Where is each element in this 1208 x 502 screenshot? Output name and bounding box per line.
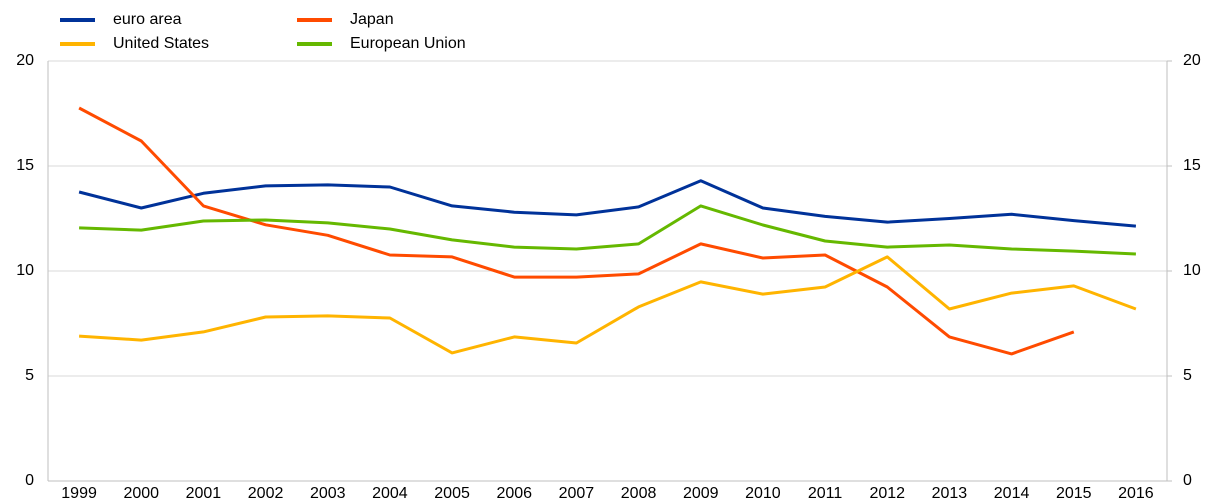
y-tick-label: 15 — [16, 157, 34, 174]
x-tick-label: 2001 — [186, 485, 222, 502]
y2-tick-label: 0 — [1183, 472, 1192, 489]
x-tick-label: 2013 — [932, 485, 968, 502]
line-series — [79, 204, 1136, 256]
y-tick-label: 10 — [16, 262, 34, 279]
x-tick-label: 2010 — [745, 485, 781, 502]
y-tick-label: 20 — [16, 52, 34, 69]
legend-label: United States — [113, 35, 209, 52]
x-tick-label: 2016 — [1118, 485, 1154, 502]
x-tick-label: 2015 — [1056, 485, 1092, 502]
x-tick-label: 2008 — [621, 485, 657, 502]
y2-tick-label: 20 — [1183, 52, 1201, 69]
x-tick-label: 2009 — [683, 485, 719, 502]
legend-label: European Union — [350, 35, 466, 52]
x-tick-label: 2002 — [248, 485, 284, 502]
x-tick-label: 2000 — [123, 485, 159, 502]
y2-tick-label: 15 — [1183, 157, 1201, 174]
x-tick-label: 2012 — [869, 485, 905, 502]
legend-label: euro area — [113, 11, 182, 28]
x-tick-label: 1999 — [61, 485, 97, 502]
x-tick-label: 2005 — [434, 485, 470, 502]
x-tick-label: 2011 — [808, 485, 843, 502]
x-tick-label: 2003 — [310, 485, 346, 502]
x-tick-label: 2014 — [994, 485, 1030, 502]
legend-label: Japan — [350, 11, 394, 28]
x-tick-label: 2007 — [559, 485, 595, 502]
line-series — [79, 255, 1137, 355]
x-tick-label: 2004 — [372, 485, 408, 502]
y-tick-label: 5 — [25, 367, 34, 384]
y2-tick-label: 5 — [1183, 367, 1192, 384]
line-series — [78, 179, 1137, 228]
line-series — [78, 106, 1075, 356]
y-tick-label: 0 — [25, 472, 34, 489]
y2-tick-label: 10 — [1183, 262, 1201, 279]
x-tick-label: 2006 — [496, 485, 532, 502]
